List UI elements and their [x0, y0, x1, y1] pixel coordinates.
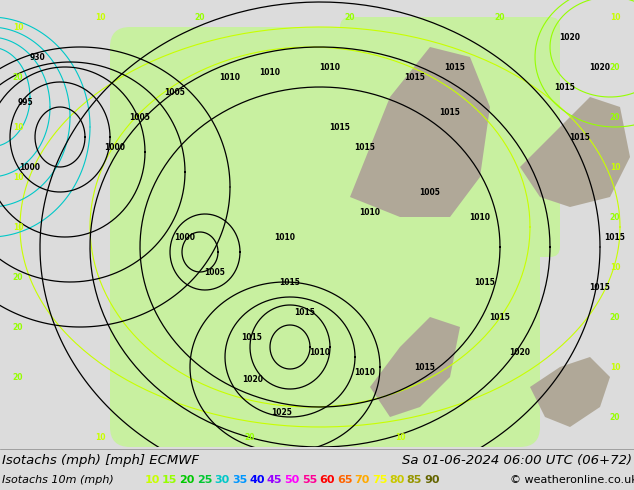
- Text: 1015: 1015: [475, 277, 495, 287]
- Text: 40: 40: [249, 475, 265, 485]
- Text: 1015: 1015: [569, 132, 590, 142]
- Text: 20: 20: [195, 13, 205, 22]
- Text: 20: 20: [610, 63, 620, 72]
- Text: 1015: 1015: [415, 363, 436, 371]
- Text: 1010: 1010: [470, 213, 491, 221]
- Text: 1015: 1015: [439, 107, 460, 117]
- Text: 10: 10: [94, 13, 105, 22]
- Text: 85: 85: [407, 475, 422, 485]
- Text: 1005: 1005: [205, 268, 226, 276]
- Text: 20: 20: [13, 322, 23, 332]
- Text: 20: 20: [245, 433, 256, 441]
- Text: 1015: 1015: [280, 277, 301, 287]
- Text: 10: 10: [395, 433, 405, 441]
- Text: 1000: 1000: [20, 163, 41, 172]
- Text: Isotachs (mph) [mph] ECMWF: Isotachs (mph) [mph] ECMWF: [2, 454, 199, 466]
- Text: 1015: 1015: [590, 283, 611, 292]
- Text: 1010: 1010: [320, 63, 340, 72]
- Text: 10: 10: [145, 475, 160, 485]
- FancyBboxPatch shape: [340, 17, 560, 257]
- Text: 20: 20: [345, 13, 355, 22]
- Text: 1005: 1005: [165, 88, 185, 97]
- Text: 75: 75: [372, 475, 387, 485]
- Text: Isotachs 10m (mph): Isotachs 10m (mph): [2, 475, 113, 485]
- Text: © weatheronline.co.uk: © weatheronline.co.uk: [510, 475, 634, 485]
- Text: 35: 35: [232, 475, 247, 485]
- Text: 1000: 1000: [105, 143, 126, 151]
- Text: 65: 65: [337, 475, 353, 485]
- Text: 930: 930: [30, 52, 46, 62]
- Polygon shape: [520, 97, 630, 207]
- Text: 995: 995: [17, 98, 33, 106]
- Text: 1020: 1020: [242, 374, 264, 384]
- Text: 10: 10: [610, 163, 620, 172]
- Text: 10: 10: [610, 263, 620, 271]
- FancyBboxPatch shape: [110, 27, 540, 447]
- Text: 70: 70: [354, 475, 370, 485]
- Polygon shape: [350, 47, 490, 217]
- Text: 20: 20: [13, 272, 23, 281]
- Text: 1000: 1000: [174, 232, 195, 242]
- Text: 1020: 1020: [590, 63, 611, 72]
- Text: 10: 10: [610, 13, 620, 22]
- Text: 30: 30: [214, 475, 230, 485]
- Text: 1015: 1015: [354, 143, 375, 151]
- Text: 1025: 1025: [271, 408, 292, 416]
- Text: 1015: 1015: [444, 63, 465, 72]
- Text: Sa 01-06-2024 06:00 UTC (06+72): Sa 01-06-2024 06:00 UTC (06+72): [402, 454, 632, 466]
- Text: 1010: 1010: [259, 68, 280, 76]
- Polygon shape: [370, 317, 460, 417]
- Text: 1020: 1020: [559, 32, 581, 42]
- Text: 1005: 1005: [420, 188, 441, 196]
- Text: 1015: 1015: [489, 313, 510, 321]
- Text: 10: 10: [610, 363, 620, 371]
- Text: 1010: 1010: [275, 232, 295, 242]
- Text: 1015: 1015: [330, 122, 351, 131]
- Text: 90: 90: [424, 475, 440, 485]
- Text: 60: 60: [320, 475, 335, 485]
- Text: 1010: 1010: [359, 207, 380, 217]
- Text: 10: 10: [13, 122, 23, 131]
- Text: 20: 20: [13, 372, 23, 382]
- Text: 20: 20: [610, 313, 620, 321]
- Text: 1005: 1005: [129, 113, 150, 122]
- Text: 45: 45: [267, 475, 282, 485]
- Text: 1015: 1015: [404, 73, 425, 81]
- Text: 1015: 1015: [605, 232, 625, 242]
- Text: 25: 25: [197, 475, 212, 485]
- Text: 20: 20: [610, 413, 620, 421]
- Text: 15: 15: [162, 475, 177, 485]
- Text: 10: 10: [94, 433, 105, 441]
- Text: 10: 10: [13, 172, 23, 181]
- Text: 20: 20: [610, 113, 620, 122]
- Text: 55: 55: [302, 475, 317, 485]
- Text: 20: 20: [610, 213, 620, 221]
- Text: 1015: 1015: [555, 82, 576, 92]
- Text: 10: 10: [13, 222, 23, 231]
- Text: 20: 20: [179, 475, 195, 485]
- Text: 1015: 1015: [295, 308, 316, 317]
- Text: 50: 50: [285, 475, 300, 485]
- Text: 1010: 1010: [219, 73, 240, 81]
- Text: 10: 10: [13, 23, 23, 31]
- Text: 20: 20: [13, 73, 23, 81]
- Text: 1010: 1010: [309, 347, 330, 357]
- Text: 1020: 1020: [510, 347, 531, 357]
- Text: 80: 80: [389, 475, 404, 485]
- Text: 1010: 1010: [354, 368, 375, 376]
- Polygon shape: [530, 357, 610, 427]
- Text: 20: 20: [495, 13, 505, 22]
- Text: 1015: 1015: [242, 333, 262, 342]
